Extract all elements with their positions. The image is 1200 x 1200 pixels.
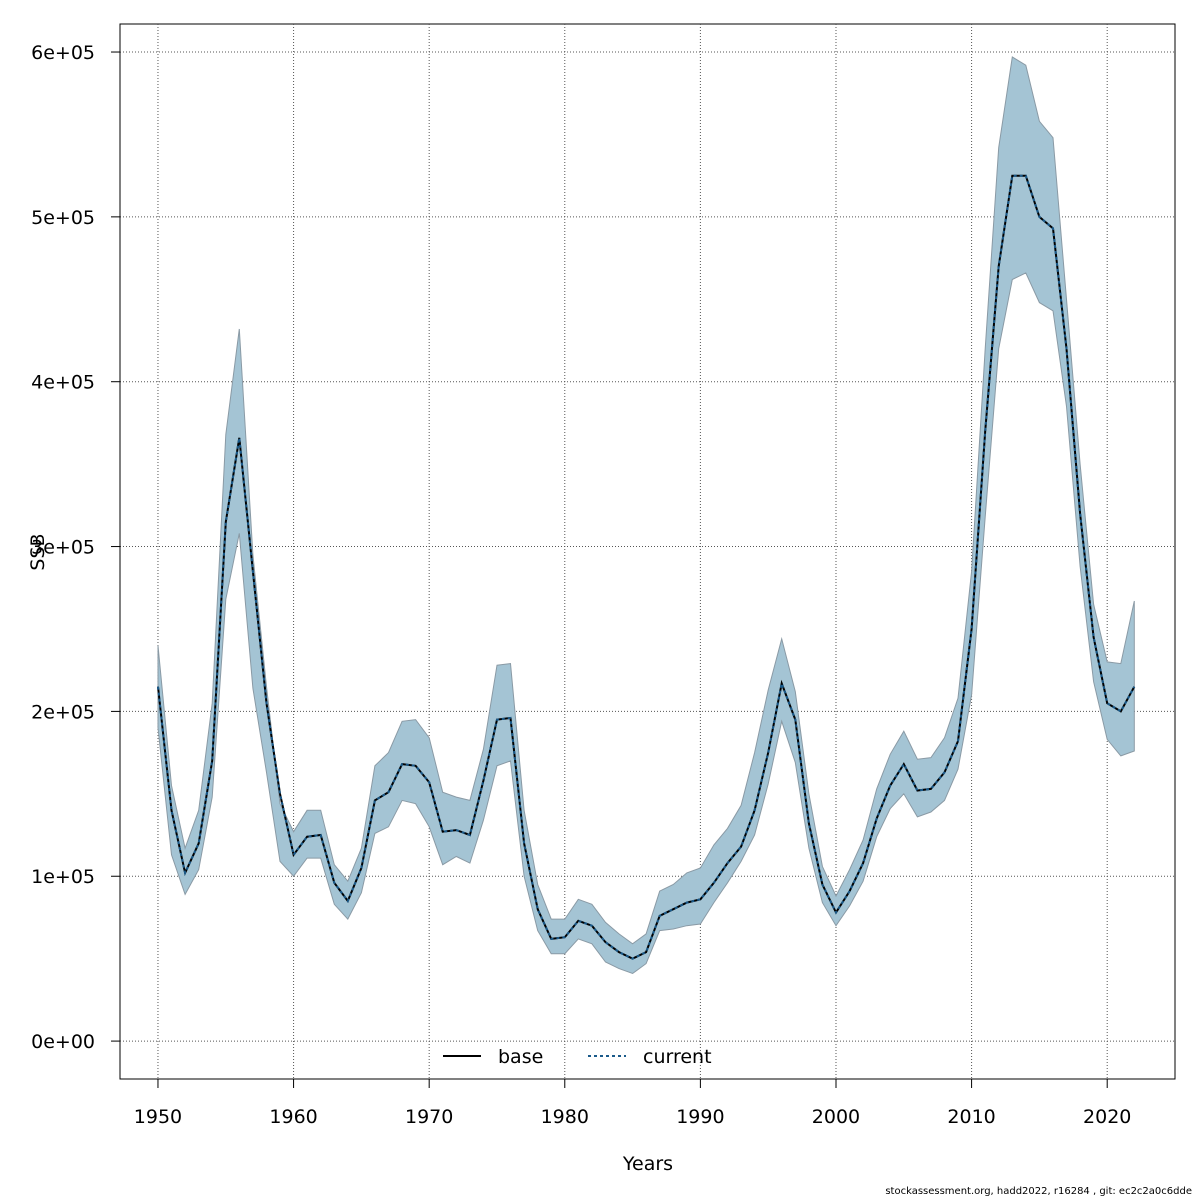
x-tick-label: 1970	[405, 1106, 453, 1128]
legend: base current	[443, 1046, 712, 1068]
x-tick-label: 1990	[676, 1106, 724, 1128]
confidence-band-area	[157, 56, 1135, 975]
y-tick-label: 5e+05	[31, 207, 95, 229]
x-tick-label: 2020	[1083, 1106, 1131, 1128]
x-tick-label: 1950	[134, 1106, 182, 1128]
y-tick-label: 0e+00	[31, 1031, 95, 1053]
x-axis: 1950 1960 1970 1980 1990 2000 2010 2020	[134, 1078, 1131, 1128]
x-tick-label: 1960	[269, 1106, 317, 1128]
x-axis-title: Years	[622, 1153, 673, 1175]
y-tick-label: 1e+05	[31, 866, 95, 888]
series-lines	[157, 174, 1136, 960]
y-axis: 0e+00 1e+05 2e+05 3e+05 4e+05 5e+05 6e+05	[31, 42, 121, 1053]
y-tick-label: 6e+05	[31, 42, 95, 64]
x-tick-label: 1980	[541, 1106, 589, 1128]
y-tick-label: 2e+05	[31, 701, 95, 723]
series-line-base	[157, 174, 1136, 960]
legend-label-current: current	[643, 1046, 712, 1068]
y-axis-title: SSB	[27, 533, 49, 570]
series-line-current	[157, 174, 1136, 960]
footer-note: stockassessment.org, hadd2022, r16284 , …	[885, 1186, 1192, 1197]
confidence-band	[157, 56, 1135, 975]
legend-label-base: base	[498, 1046, 543, 1068]
x-tick-label: 2000	[812, 1106, 860, 1128]
y-tick-label: 4e+05	[31, 372, 95, 394]
y-tick-label: 3e+05	[31, 537, 95, 559]
x-tick-label: 2010	[947, 1106, 995, 1128]
